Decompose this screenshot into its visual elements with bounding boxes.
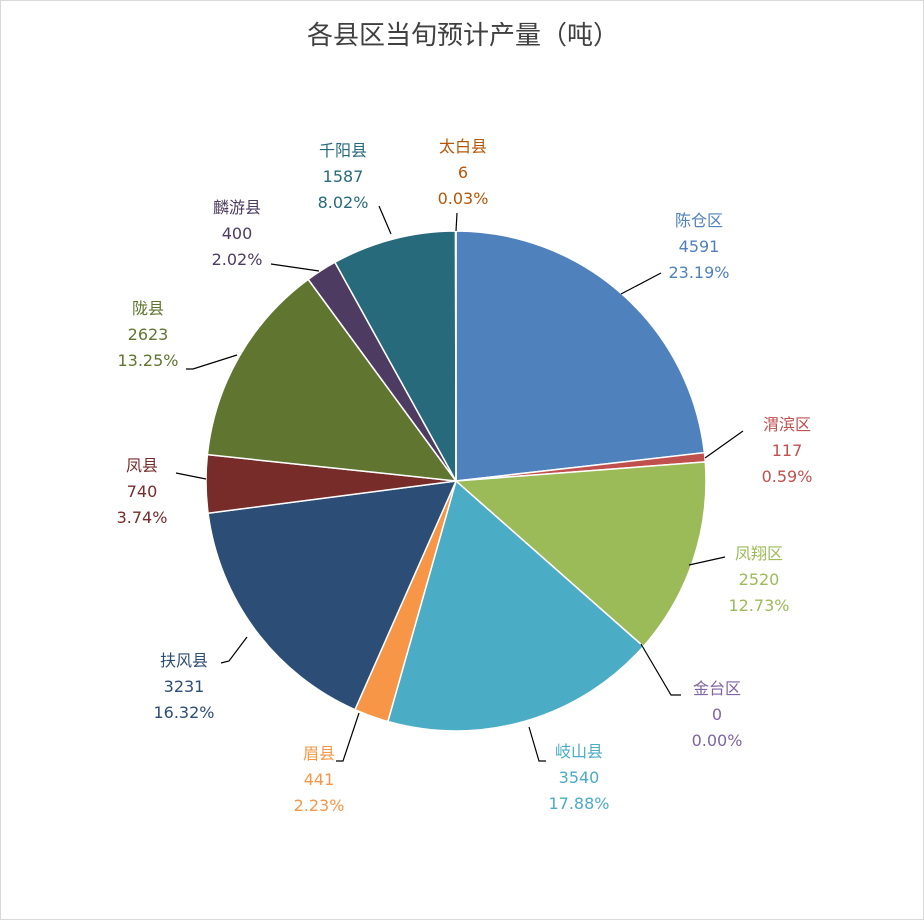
data-label-percent-3: 12.73% (728, 596, 789, 615)
data-label-category-9: 陇县 (132, 299, 164, 318)
leader-line-5 (529, 727, 546, 761)
data-label-value-8: 740 (127, 482, 158, 501)
data-label-category-10: 麟游县 (213, 198, 261, 217)
data-label-category-11: 千阳县 (319, 141, 367, 160)
data-label-value-12: 6 (458, 163, 468, 182)
data-label-category-7: 扶风县 (160, 651, 208, 670)
data-label-percent-11: 8.02% (318, 193, 369, 212)
leader-line-12 (456, 213, 457, 231)
data-label-percent-5: 17.88% (548, 794, 609, 813)
data-label-value-9: 2623 (128, 325, 169, 344)
leader-line-11 (379, 206, 391, 234)
data-label-percent-7: 16.32% (153, 703, 214, 722)
data-label-percent-10: 2.02% (212, 250, 263, 269)
data-label-percent-12: 0.03% (438, 189, 489, 208)
data-label-value-1: 4591 (679, 237, 720, 256)
leader-line-8 (176, 473, 206, 479)
data-label-value-4: 0 (712, 705, 722, 724)
data-label-value-7: 3231 (164, 677, 205, 696)
leader-line-1 (621, 273, 661, 294)
data-label-category-8: 凤县 (126, 456, 158, 475)
leader-line-6 (336, 713, 359, 761)
data-label-category-1: 陈仓区 (675, 211, 723, 230)
data-label-value-11: 1587 (323, 167, 364, 186)
data-label-value-2: 117 (772, 441, 803, 460)
data-label-percent-2: 0.59% (762, 467, 813, 486)
data-label-percent-1: 23.19% (668, 263, 729, 282)
pie-slice-1 (456, 231, 704, 481)
pie-slices (206, 231, 706, 731)
data-label-category-5: 岐山县 (555, 742, 603, 761)
data-label-value-3: 2520 (739, 570, 780, 589)
data-label-value-5: 3540 (559, 768, 600, 787)
data-label-percent-6: 2.23% (294, 796, 345, 815)
data-label-value-6: 441 (304, 770, 335, 789)
data-label-category-4: 金台区 (693, 679, 741, 698)
leader-line-10 (271, 264, 319, 271)
data-label-percent-9: 13.25% (117, 351, 178, 370)
leader-line-7 (221, 637, 247, 663)
data-label-category-6: 眉县 (303, 744, 335, 763)
data-label-category-12: 太白县 (439, 137, 487, 156)
leader-line-4 (641, 644, 681, 695)
data-label-percent-8: 3.74% (117, 508, 168, 527)
data-label-percent-4: 0.00% (692, 731, 743, 750)
leader-line-9 (186, 355, 237, 369)
data-label-category-2: 渭滨区 (763, 415, 811, 434)
leader-line-2 (705, 431, 743, 458)
data-label-category-3: 凤翔区 (735, 544, 783, 563)
data-label-value-10: 400 (222, 224, 253, 243)
